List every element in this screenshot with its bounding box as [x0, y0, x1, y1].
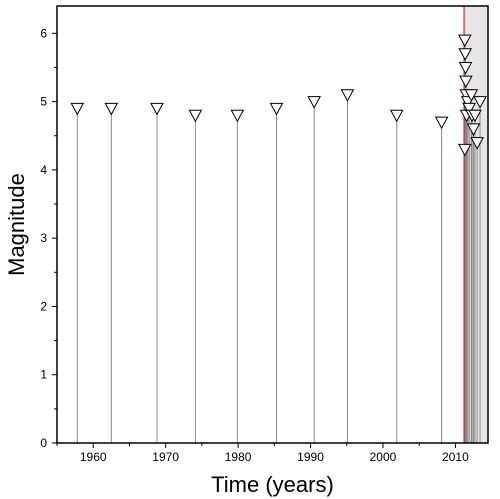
- y-tick-label: 3: [40, 231, 47, 245]
- x-axis-title: Time (years): [211, 472, 334, 497]
- data-point-marker: [340, 89, 355, 102]
- data-point-marker: [230, 109, 245, 123]
- data-point-marker: [150, 102, 164, 116]
- plot-frame: [56, 5, 489, 444]
- y-tick-label: 0: [40, 436, 47, 450]
- data-point-marker: [188, 109, 203, 123]
- y-tick-label: 2: [40, 299, 47, 313]
- x-tick-label: 2010: [442, 450, 469, 464]
- data-point-marker: [464, 89, 479, 102]
- y-axis-title: Magnitude: [4, 173, 29, 276]
- data-point-marker: [458, 48, 473, 61]
- data-point-marker: [457, 143, 472, 157]
- data-point-marker: [473, 96, 487, 109]
- y-tick-label: 4: [40, 163, 47, 177]
- x-tick-label: 1990: [297, 450, 324, 464]
- data-point-marker: [457, 34, 472, 48]
- x-tick-label: 1960: [80, 450, 107, 464]
- y-tick-label: 6: [40, 26, 47, 40]
- y-tick-label: 5: [40, 95, 47, 109]
- data-point-marker: [269, 102, 284, 116]
- data-point-marker: [389, 109, 404, 123]
- data-point-marker: [458, 61, 473, 75]
- data-point-marker: [462, 102, 477, 116]
- data-point-marker: [468, 109, 482, 123]
- data-point-marker: [466, 123, 481, 136]
- axes: 1960 1970 1980 1990 2000 2010 0 1 2 3 4 5 6: [40, 26, 469, 464]
- data-point-marker: [434, 116, 449, 130]
- data-point-marker: [307, 96, 321, 109]
- data-point-marker: [459, 75, 473, 89]
- x-tick-label: 2000: [370, 450, 397, 464]
- x-tick-label: 1980: [225, 450, 252, 464]
- x-tick-label: 1970: [152, 450, 179, 464]
- data-point-marker: [70, 102, 85, 116]
- data-point-marker: [470, 137, 484, 150]
- y-tick-label: 1: [40, 368, 47, 382]
- data-point-marker: [104, 102, 119, 116]
- plot-area: [70, 6, 488, 443]
